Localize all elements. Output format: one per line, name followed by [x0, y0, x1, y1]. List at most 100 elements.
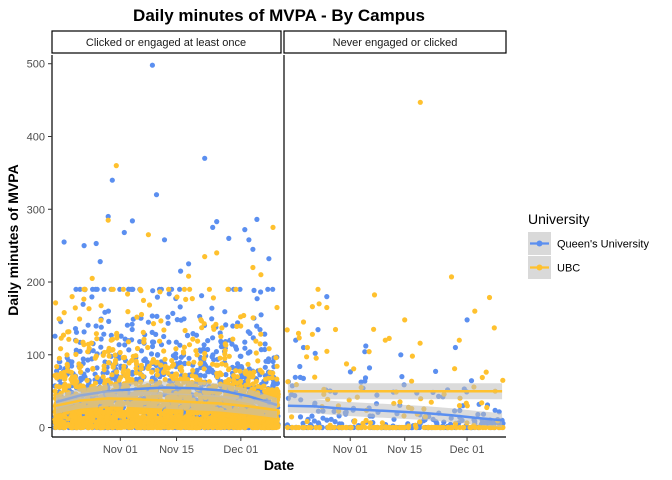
scatter-point — [154, 372, 160, 378]
panel-engaged — [51, 55, 281, 438]
scatter-point — [221, 418, 227, 424]
scatter-point — [61, 420, 67, 426]
scatter-point — [367, 420, 373, 426]
scatter-point — [177, 286, 183, 292]
scatter-point — [351, 366, 357, 372]
scatter-point — [366, 424, 373, 431]
scatter-point — [304, 418, 310, 425]
y-tick-label: 300 — [27, 204, 45, 216]
scatter-point — [285, 424, 291, 431]
scatter-point — [186, 355, 192, 361]
scatter-point — [90, 365, 96, 372]
scatter-point — [300, 375, 306, 381]
scatter-point — [133, 353, 139, 359]
scatter-point — [153, 331, 159, 337]
scatter-point — [270, 358, 276, 365]
scatter-point — [456, 403, 463, 409]
scatter-point — [157, 415, 163, 421]
scatter-point — [72, 379, 78, 385]
scatter-point — [245, 350, 251, 356]
x-tick-label: Nov 15 — [387, 444, 422, 456]
scatter-point — [145, 319, 151, 325]
scatter-point — [193, 332, 200, 338]
scatter-point — [64, 363, 70, 369]
scatter-point — [339, 424, 345, 431]
scatter-point — [56, 316, 62, 322]
legend-key-point — [536, 240, 543, 247]
scatter-point — [133, 365, 139, 371]
scatter-point-outlier — [145, 232, 151, 238]
legend-key-point — [536, 264, 543, 271]
scatter-point — [401, 424, 408, 431]
scatter-point — [378, 424, 384, 431]
scatter-point-outlier — [300, 344, 307, 351]
scatter-point — [72, 305, 78, 311]
scatter-point — [98, 324, 104, 330]
scatter-point-outlier — [472, 308, 478, 314]
scatter-point — [128, 407, 134, 413]
scatter-point — [253, 378, 259, 384]
scatter-point — [417, 424, 423, 431]
scatter-point — [253, 350, 259, 356]
facet-strip-engaged: Clicked or engaged at least once — [51, 30, 282, 54]
scatter-point-outlier — [89, 275, 95, 281]
scatter-point — [195, 338, 201, 344]
scatter-point — [467, 424, 473, 431]
scatter-point — [309, 331, 315, 337]
scatter-point — [285, 379, 291, 385]
scatter-point — [178, 376, 184, 382]
scatter-point — [254, 296, 260, 302]
scatter-point — [233, 368, 239, 374]
scatter-point — [61, 310, 67, 316]
scatter-point-outlier — [452, 344, 458, 351]
scatter-point — [223, 322, 229, 328]
scatter-point — [190, 336, 196, 342]
scatter-point — [181, 350, 187, 356]
scatter-point-outlier — [456, 337, 462, 343]
scatter-point — [289, 424, 295, 431]
scatter-point — [161, 348, 167, 354]
scatter-point — [476, 424, 482, 431]
scatter-point-outlier — [214, 250, 220, 256]
scatter-point — [172, 418, 179, 424]
scatter-point — [146, 302, 153, 308]
scatter-point — [165, 314, 171, 320]
scatter-point — [428, 399, 434, 405]
scatter-point — [173, 371, 179, 377]
scatter-point — [343, 361, 350, 367]
scatter-point-outlier — [304, 344, 310, 351]
scatter-point-outlier — [258, 272, 264, 278]
scatter-point — [237, 353, 243, 359]
scatter-point — [262, 364, 268, 370]
scatter-point — [266, 356, 272, 362]
scatter-point — [251, 287, 257, 293]
scatter-point — [343, 424, 349, 431]
scatter-point — [125, 368, 131, 374]
scatter-point — [218, 333, 224, 340]
scatter-point — [133, 370, 139, 376]
y-axis-title: Daily minutes of MVPA — [5, 164, 21, 315]
scatter-point — [80, 301, 86, 307]
scatter-point — [297, 363, 303, 370]
scatter-point — [201, 346, 207, 352]
scatter-point — [186, 342, 193, 348]
x-axis-never: Nov 01 Nov 15 Dec 01 — [333, 437, 484, 456]
scatter-point — [266, 346, 272, 352]
scatter-point — [201, 366, 207, 372]
scatter-point-outlier — [226, 235, 232, 241]
scatter-point — [226, 367, 232, 373]
scatter-point — [141, 407, 147, 413]
scatter-point-outlier — [153, 192, 160, 198]
scatter-point-outlier — [186, 273, 192, 279]
scatter-point — [106, 353, 112, 359]
scatter-point — [94, 336, 100, 342]
scatter-point — [331, 424, 337, 430]
scatter-point — [269, 423, 275, 429]
scatter-point — [154, 367, 160, 373]
scatter-point — [138, 362, 144, 368]
scatter-point — [126, 347, 132, 353]
scatter-point — [313, 424, 319, 431]
scatter-point — [60, 383, 67, 390]
scatter-point-outlier — [121, 229, 127, 236]
